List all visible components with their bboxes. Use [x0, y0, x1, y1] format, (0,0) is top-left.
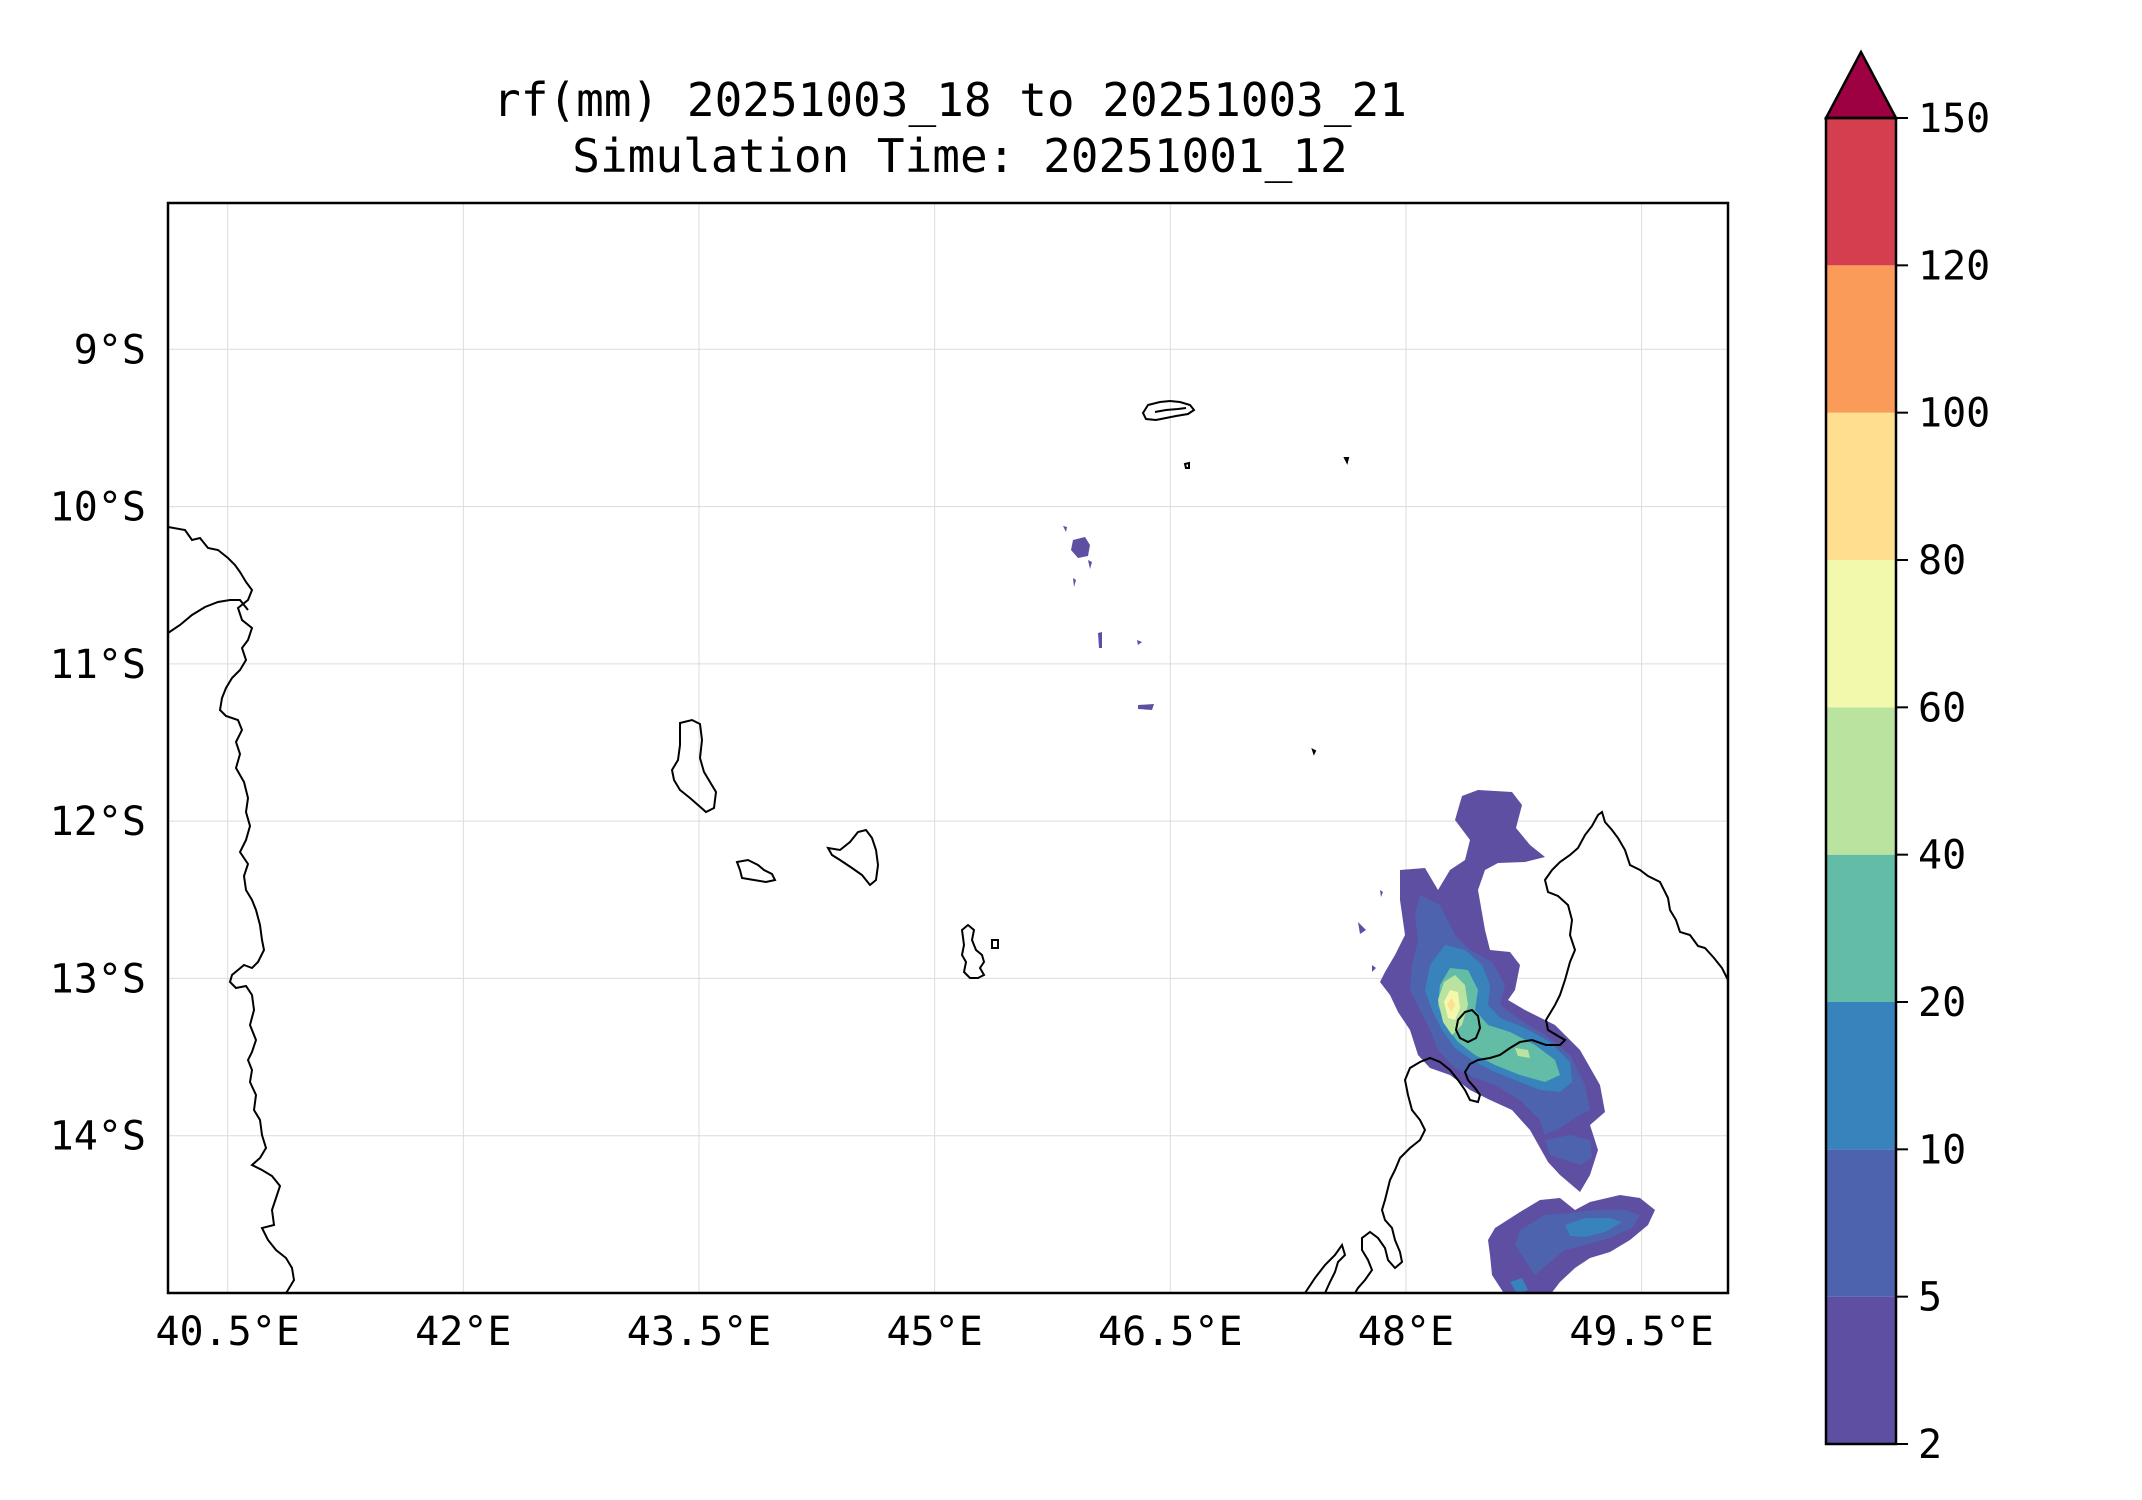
colorbar-segment — [1826, 412, 1896, 560]
rainfall-contours — [1063, 526, 1655, 1293]
coastline-madagascar — [1354, 810, 1728, 1293]
lon-tick-label: 49.5°E — [1569, 1309, 1714, 1355]
colorbar-extend-arrow — [1823, 49, 1899, 120]
lon-tick-label: 48°E — [1358, 1309, 1454, 1355]
rain-contour-10-20mm-south — [1565, 1218, 1622, 1237]
rain-contour-5-10mm-tail — [1545, 1135, 1592, 1165]
coastline-nosy-be — [1454, 1008, 1482, 1044]
colorbar-tick-label: 40 — [1918, 833, 1966, 879]
rain-cell — [1137, 640, 1142, 645]
coastline-madagascar-sw — [1304, 1242, 1347, 1293]
coastline-aldabra — [1141, 399, 1196, 422]
coastlines — [168, 399, 1728, 1293]
lat-tick-label: 11°S — [50, 642, 146, 688]
rain-cell — [1088, 560, 1092, 569]
rain-cell — [1063, 526, 1067, 532]
map-title-line2: Simulation Time: 20251001_12 — [572, 129, 1347, 183]
colorbar-segment — [1826, 118, 1896, 266]
rain-cell — [1380, 890, 1383, 897]
coastline-mayotte — [960, 923, 986, 979]
lat-tick-label: 13°S — [50, 956, 146, 1002]
rain-contour-40-60mm-east — [1515, 1048, 1530, 1058]
rain-cell — [1073, 578, 1076, 587]
colorbar-tick-label: 60 — [1918, 685, 1966, 731]
colorbar-segment — [1826, 854, 1896, 1002]
coastline-anjouan — [826, 828, 880, 887]
coastline-moheli — [735, 858, 777, 884]
colorbar-tick-label: 2 — [1918, 1422, 1942, 1468]
coastline-cosmoledo — [1343, 457, 1350, 465]
lat-tick-label: 14°S — [50, 1114, 146, 1160]
colorbar: 2 5 10 20 40 60 80 100 120 150 — [1823, 49, 1990, 1468]
map-title-line1: rf(mm) 20251003_18 to 20251003_21 — [493, 73, 1407, 127]
colorbar-tick-label: 80 — [1918, 538, 1966, 584]
colorbar-tick-label: 150 — [1918, 96, 1990, 142]
colorbar-segment — [1826, 265, 1896, 413]
lat-tick-label: 10°S — [50, 485, 146, 531]
lat-tick-label: 9°S — [74, 327, 146, 373]
coastline-mayotte-east — [991, 939, 999, 949]
map-frame — [166, 201, 1730, 1295]
coastline-grande-comore — [670, 718, 718, 814]
coastline-assumption — [1183, 461, 1190, 469]
rain-contour-20-40mm — [1438, 968, 1560, 1082]
longitude-tick-labels: 40.5°E 42°E 43.5°E 45°E 46.5°E 48°E 49.5°E — [155, 1309, 1713, 1355]
colorbar-segment — [1826, 1149, 1896, 1297]
colorbar-tick-label: 100 — [1918, 391, 1990, 437]
gridlines — [168, 203, 1728, 1293]
lon-tick-label: 43.5°E — [627, 1309, 772, 1355]
rain-contour-80-100mm-core — [1447, 998, 1455, 1012]
colorbar-tick-label: 20 — [1918, 980, 1966, 1026]
colorbar-segment — [1826, 1002, 1896, 1150]
colorbar-segment — [1826, 560, 1896, 708]
lon-tick-label: 46.5°E — [1098, 1309, 1243, 1355]
rain-cell — [1138, 704, 1154, 710]
lon-tick-label: 45°E — [886, 1309, 982, 1355]
colorbar-tick-label: 120 — [1918, 243, 1990, 289]
colorbar-segment — [1826, 1296, 1896, 1444]
lon-tick-label: 42°E — [415, 1309, 511, 1355]
rain-cell — [1098, 632, 1102, 648]
colorbar-tick-label: 5 — [1918, 1275, 1942, 1321]
lat-tick-label: 12°S — [50, 799, 146, 845]
rain-cell — [1358, 922, 1366, 934]
colorbar-tick-label: 10 — [1918, 1127, 1966, 1173]
colorbar-outline — [1824, 116, 1898, 1446]
lon-tick-label: 40.5°E — [155, 1309, 300, 1355]
coastline-glorioso — [1311, 748, 1317, 756]
map-area — [168, 203, 1728, 1293]
rain-cell — [1071, 537, 1090, 558]
rain-contour-10-20mm-south2 — [1510, 1278, 1528, 1293]
coastline-africa — [168, 526, 296, 1293]
latitude-tick-labels: 9°S 10°S 11°S 12°S 13°S 14°S — [50, 327, 146, 1159]
coastline-africa-north — [168, 599, 249, 634]
rain-cell — [1372, 965, 1376, 972]
colorbar-segment — [1826, 707, 1896, 855]
